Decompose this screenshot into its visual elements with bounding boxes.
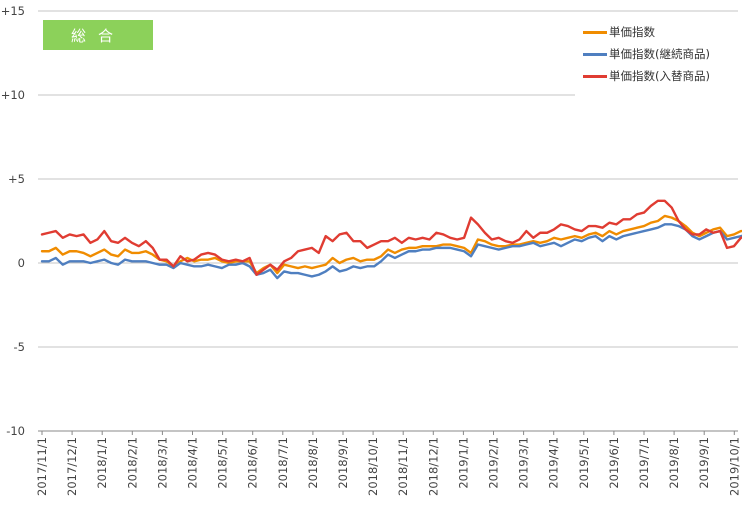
legend-label: 単価指数(継続商品) (609, 47, 710, 61)
x-tick-label: 2018/6/1 (246, 437, 260, 489)
x-tick-label: 2019/5/1 (577, 437, 591, 489)
x-tick-label: 2019/4/1 (547, 437, 561, 489)
series-line-3 (40, 199, 742, 276)
x-tick-label: 2019/10/1 (727, 437, 741, 496)
legend-item-replaced-products: 単価指数(入替商品) (583, 68, 710, 84)
x-tick-label: 2018/10/1 (366, 437, 380, 496)
y-tick-label: -10 (6, 424, 25, 438)
x-tick-label: 2019/3/1 (517, 437, 531, 489)
x-tick-label: 2019/7/1 (637, 437, 651, 489)
legend-item-unit-price-index: 単価指数 (583, 24, 655, 40)
y-tick-label: +15 (1, 4, 25, 18)
legend-swatch (583, 52, 607, 56)
x-tick-label: 2018/9/1 (336, 437, 350, 489)
x-tick-label: 2018/5/1 (216, 437, 230, 489)
x-tick-label: 2019/2/1 (487, 437, 501, 489)
x-tick-label: 2019/8/1 (667, 437, 681, 489)
x-tick-label: 2018/12/1 (426, 437, 440, 496)
x-tick-label: 2018/3/1 (155, 437, 169, 489)
x-tick-label: 2017/11/1 (35, 437, 49, 496)
x-tick-label: 2018/11/1 (396, 437, 410, 496)
chart-legend: 単価指数 単価指数(継続商品) 単価指数(入替商品) (575, 16, 740, 96)
x-tick-label: 2018/8/1 (306, 437, 320, 489)
x-tick-label: 2018/4/1 (186, 437, 200, 489)
y-axis-tick-labels: +15 +10 +5 0 -5 -10 (1, 4, 25, 438)
legend-label: 単価指数(入替商品) (609, 69, 710, 83)
legend-swatch (583, 74, 607, 78)
x-tick-label: 2018/7/1 (276, 437, 290, 489)
x-tick-label: 2017/12/1 (65, 437, 79, 496)
x-tick-label: 2018/2/1 (125, 437, 139, 489)
x-axis: 2017/11/1 2017/12/1 2018/1/1 2018/2/1 2018/3… (35, 430, 741, 496)
x-tick-label: 2018/1/1 (95, 437, 109, 489)
x-tick-label: 2019/6/1 (607, 437, 621, 489)
y-tick-label: +5 (8, 172, 25, 186)
category-badge: 総合 (43, 20, 153, 50)
chart-series (40, 199, 742, 280)
x-tick-label: 2019/9/1 (697, 437, 711, 489)
legend-label: 単価指数 (609, 25, 655, 39)
series-line-2 (40, 223, 742, 280)
series-line-1 (40, 214, 742, 275)
legend-item-continuing-products: 単価指数(継続商品) (583, 46, 710, 62)
x-tick-label: 2019/1/1 (456, 437, 470, 489)
legend-swatch (583, 30, 607, 34)
y-tick-label: +10 (1, 88, 25, 102)
y-tick-label: -5 (14, 340, 25, 354)
y-tick-label: 0 (18, 256, 25, 270)
